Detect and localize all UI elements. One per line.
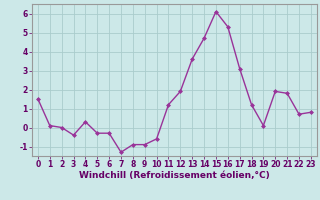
X-axis label: Windchill (Refroidissement éolien,°C): Windchill (Refroidissement éolien,°C) — [79, 171, 270, 180]
